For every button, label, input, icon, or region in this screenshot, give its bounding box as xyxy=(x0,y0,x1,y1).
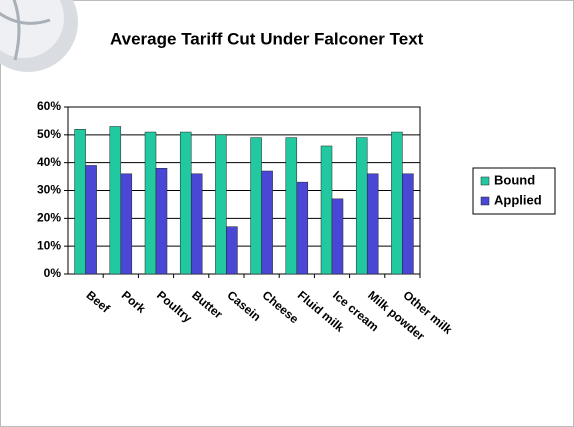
legend-swatch xyxy=(480,196,490,206)
bar xyxy=(226,226,238,275)
bar xyxy=(179,131,192,275)
y-tick-label: 0% xyxy=(44,266,62,280)
bar xyxy=(402,173,414,275)
bar xyxy=(391,131,403,275)
legend-label: Bound xyxy=(494,172,535,187)
bar xyxy=(285,137,298,275)
legend-label: Applied xyxy=(494,192,542,207)
bar xyxy=(120,173,133,275)
bar xyxy=(261,170,273,275)
bar xyxy=(144,131,157,275)
bar xyxy=(155,167,168,275)
chart: 0%10%20%30%40%50%60%Beef Pork PoultryButte… xyxy=(37,99,556,344)
bar xyxy=(74,129,86,275)
y-tick-label: 20% xyxy=(37,211,61,225)
y-tick-label: 10% xyxy=(37,238,61,252)
bar xyxy=(215,134,227,275)
bar xyxy=(250,137,262,275)
chart-title: Average Tariff Cut Under Falconer Text xyxy=(110,29,424,48)
bar xyxy=(190,173,203,275)
legend: Bound Applied xyxy=(472,167,556,215)
y-tick-label: 50% xyxy=(37,127,61,141)
y-tick-label: 40% xyxy=(37,155,61,169)
bar xyxy=(296,181,309,275)
bar xyxy=(366,173,379,275)
bar xyxy=(85,165,97,275)
y-tick-label: 60% xyxy=(37,99,61,113)
bar xyxy=(320,145,333,275)
bar xyxy=(355,137,368,275)
y-tick-label: 30% xyxy=(37,183,61,197)
bar xyxy=(331,198,344,275)
bar xyxy=(109,126,122,275)
globe xyxy=(0,0,78,72)
legend-swatch xyxy=(480,176,490,186)
legend-box xyxy=(472,167,556,215)
